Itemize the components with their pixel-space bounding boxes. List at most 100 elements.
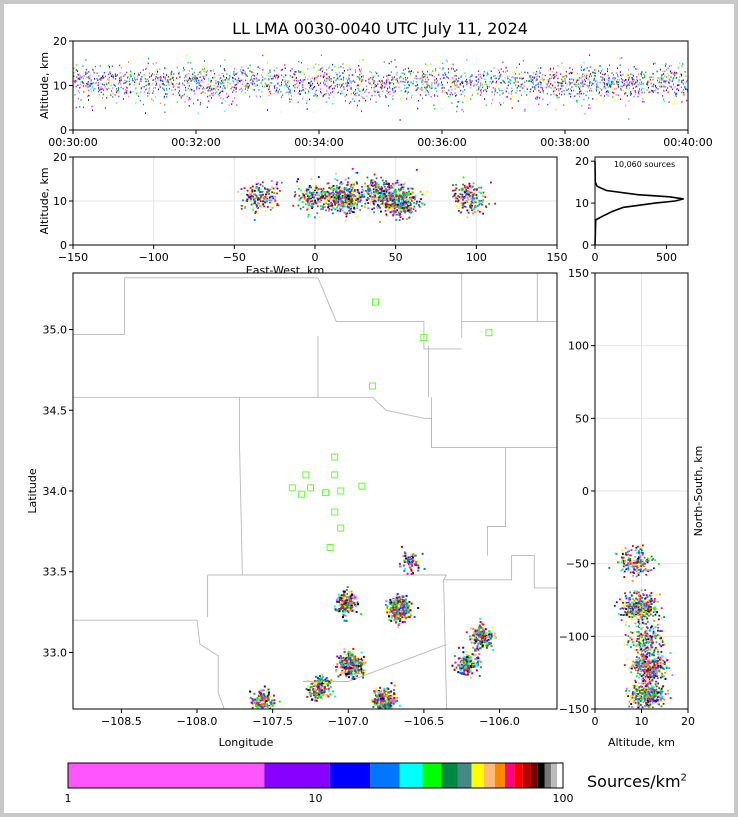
- time-altitude-source: [540, 78, 542, 81]
- time-altitude-source: [353, 92, 354, 94]
- time-altitude-source: [285, 92, 286, 94]
- eastwest-source: [402, 202, 405, 205]
- longitude-tick-label: −106.5: [404, 715, 445, 728]
- eastwest-source: [377, 187, 380, 189]
- eastwest-source: [475, 197, 478, 200]
- time-altitude-source: [183, 93, 185, 96]
- eastwest-source: [252, 195, 254, 198]
- time-altitude-source: [88, 85, 90, 88]
- time-altitude-source: [404, 87, 405, 90]
- time-altitude-source: [203, 68, 205, 71]
- time-altitude-source: [146, 78, 148, 81]
- time-altitude-source: [521, 87, 523, 90]
- time-altitude-source: [375, 101, 377, 103]
- time-altitude-source: [166, 80, 168, 82]
- time-altitude-source: [244, 92, 246, 94]
- time-altitude-source: [329, 79, 330, 81]
- eastwest-source: [351, 203, 354, 205]
- eastwest-source: [346, 194, 348, 196]
- time-altitude-source: [408, 86, 410, 89]
- time-altitude-source: [435, 87, 437, 89]
- time-altitude-source: [349, 80, 351, 82]
- time-altitude-source: [294, 86, 296, 89]
- eastwest-source: [350, 200, 353, 203]
- plan-source: [399, 607, 402, 610]
- plan-source: [393, 603, 396, 606]
- eastwest-source: [398, 194, 401, 197]
- time-altitude-source: [516, 89, 518, 92]
- time-altitude-source: [264, 100, 266, 103]
- time-altitude-source: [210, 80, 212, 82]
- eastwest-source: [247, 194, 250, 197]
- eastwest-source: [257, 202, 259, 205]
- eastwest-source: [344, 219, 347, 222]
- time-altitude-source: [659, 80, 660, 83]
- time-altitude-source: [620, 88, 622, 90]
- eastwest-source: [403, 192, 406, 194]
- eastwest-source: [330, 201, 332, 204]
- time-altitude-source: [674, 75, 676, 77]
- time-altitude-source: [573, 79, 575, 81]
- time-altitude-source: [335, 79, 337, 82]
- time-altitude-source: [249, 81, 251, 83]
- time-altitude-source: [577, 79, 579, 82]
- time-altitude-source: [199, 103, 201, 106]
- plan-source: [410, 569, 413, 572]
- eastwest-source: [397, 209, 400, 212]
- time-altitude-source: [588, 97, 590, 99]
- time-altitude-source: [604, 95, 605, 97]
- time-altitude-source: [620, 75, 622, 77]
- time-altitude-source: [291, 75, 293, 77]
- eastwest-source: [335, 172, 337, 175]
- time-altitude-source: [304, 76, 306, 78]
- time-altitude-source: [166, 89, 168, 91]
- time-altitude-source: [186, 80, 188, 82]
- eastwest-source: [391, 201, 394, 204]
- time-altitude-source: [665, 63, 667, 65]
- eastwest-source: [358, 192, 361, 195]
- time-altitude-source: [460, 93, 462, 96]
- time-altitude-source: [587, 78, 589, 81]
- time-altitude-source: [241, 71, 243, 74]
- eastwest-source: [351, 188, 353, 191]
- time-altitude-source: [497, 75, 499, 78]
- eastwest-source: [334, 178, 337, 180]
- time-altitude-source: [562, 80, 564, 83]
- plan-source: [391, 614, 394, 617]
- eastwest-source: [412, 196, 415, 198]
- eastwest-source: [246, 198, 249, 201]
- plan-source: [387, 608, 390, 611]
- time-tick-label: 00:32:00: [171, 136, 220, 149]
- time-altitude-source: [358, 65, 360, 67]
- eastwest-source: [466, 201, 469, 204]
- eastwest-source: [358, 195, 361, 198]
- eastwest-source: [342, 195, 345, 198]
- time-altitude-source: [302, 86, 304, 89]
- time-altitude-source: [236, 104, 238, 106]
- time-altitude-source: [579, 87, 581, 90]
- time-altitude-source: [301, 84, 303, 86]
- time-tick-label: 00:38:00: [540, 136, 589, 149]
- time-altitude-source: [451, 102, 453, 104]
- time-altitude-source: [362, 89, 364, 92]
- time-altitude-source: [385, 81, 387, 83]
- plan-source: [411, 564, 414, 567]
- time-altitude-source: [197, 112, 199, 115]
- time-altitude-source: [423, 75, 425, 78]
- eastwest-source: [263, 205, 265, 208]
- time-altitude-source: [237, 76, 239, 78]
- plan-source: [409, 612, 412, 615]
- time-altitude-source: [93, 71, 95, 74]
- plan-source: [395, 614, 398, 617]
- time-altitude-source: [315, 79, 317, 82]
- time-altitude-source: [227, 84, 229, 87]
- time-altitude-source: [675, 95, 677, 97]
- eastwest-source: [474, 188, 476, 191]
- eastwest-source: [346, 200, 349, 202]
- time-altitude-source: [104, 86, 106, 88]
- plan-source: [344, 610, 347, 613]
- time-altitude-source: [252, 88, 254, 91]
- time-altitude-source: [564, 78, 566, 80]
- time-altitude-source: [659, 68, 661, 71]
- eastwest-source: [461, 193, 464, 196]
